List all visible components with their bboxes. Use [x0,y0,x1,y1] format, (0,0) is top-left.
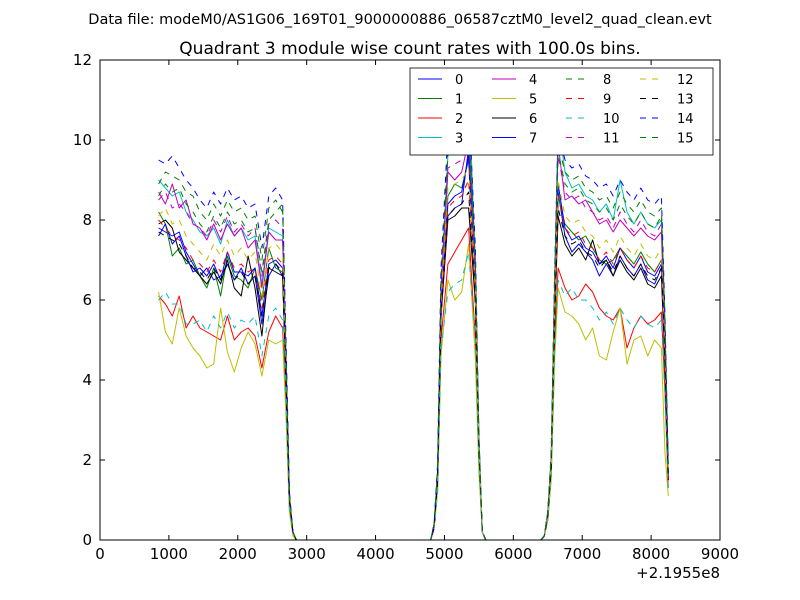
legend-label: 13 [677,93,694,108]
series-line-4 [158,139,669,541]
series-line-10 [158,251,669,541]
y-tick-label: 8 [82,211,92,229]
x-tick-label: 3000 [288,545,326,563]
series-line-7 [158,155,669,541]
legend-item-14: 14 [640,112,694,127]
y-tick-label: 6 [82,291,92,309]
legend-label: 0 [455,73,463,88]
legend-label: 10 [603,112,620,127]
y-tick-label: 12 [73,51,92,69]
legend-item-7: 7 [492,132,537,147]
legend-item-0: 0 [418,73,463,88]
x-tick-label: 4000 [356,545,394,563]
legend-item-1: 1 [418,93,463,108]
figure-suptitle: Data file: modeM0/AS1G06_169T01_90000008… [88,12,712,28]
series-line-5 [158,243,669,541]
legend-item-6: 6 [492,112,537,127]
legend-item-10: 10 [566,112,620,127]
legend-label: 11 [603,132,620,147]
x-axis-offset-label: +2.1955e8 [636,564,720,582]
series-line-9 [158,179,669,541]
y-tick-label: 4 [82,371,92,389]
legend-label: 3 [455,132,463,147]
legend-item-12: 12 [640,73,694,88]
y-tick-label: 10 [73,131,92,149]
x-tick-label: 1000 [150,545,188,563]
legend-label: 1 [455,93,463,108]
legend-label: 7 [529,132,537,147]
series-line-12 [158,167,669,541]
series-line-11 [158,131,669,541]
series-line-2 [158,227,669,541]
x-tick-label: 9000 [701,545,739,563]
series-line-15 [158,127,669,541]
legend-label: 4 [529,73,537,88]
legend-label: 5 [529,93,537,108]
legend-box [409,67,714,156]
legend-label: 8 [603,73,611,88]
legend-item-13: 13 [640,93,694,108]
series-line-13 [158,191,669,541]
legend-item-2: 2 [418,112,463,127]
legend-item-8: 8 [566,73,611,88]
x-tick-label: 6000 [494,545,532,563]
legend-item-11: 11 [566,132,620,147]
legend-label: 2 [455,112,463,127]
series-line-8 [158,119,669,541]
y-tick-label: 0 [82,531,92,549]
x-tick-label: 0 [95,545,105,563]
series-layer [158,79,669,541]
x-tick-label: 7000 [563,545,601,563]
legend-item-4: 4 [492,73,537,88]
chart-title: Quadrant 3 module wise count rates with … [179,39,640,59]
x-tick-label: 8000 [632,545,670,563]
legend-item-15: 15 [640,132,694,147]
legend-label: 12 [677,73,694,88]
x-tick-label: 2000 [219,545,257,563]
legend-label: 6 [529,112,537,127]
legend-label: 14 [677,112,694,127]
axis-ticks: 0 1000 2000 3000 4000 5000 6000 7000 8000 9000 0 2 4… [73,51,739,563]
x-tick-label: 5000 [425,545,463,563]
legend-item-5: 5 [492,93,537,108]
legend-label: 15 [677,132,694,147]
legend-item-9: 9 [566,93,611,108]
y-tick-label: 2 [82,451,92,469]
legend-item-3: 3 [418,132,463,147]
legend-label: 9 [603,93,611,108]
